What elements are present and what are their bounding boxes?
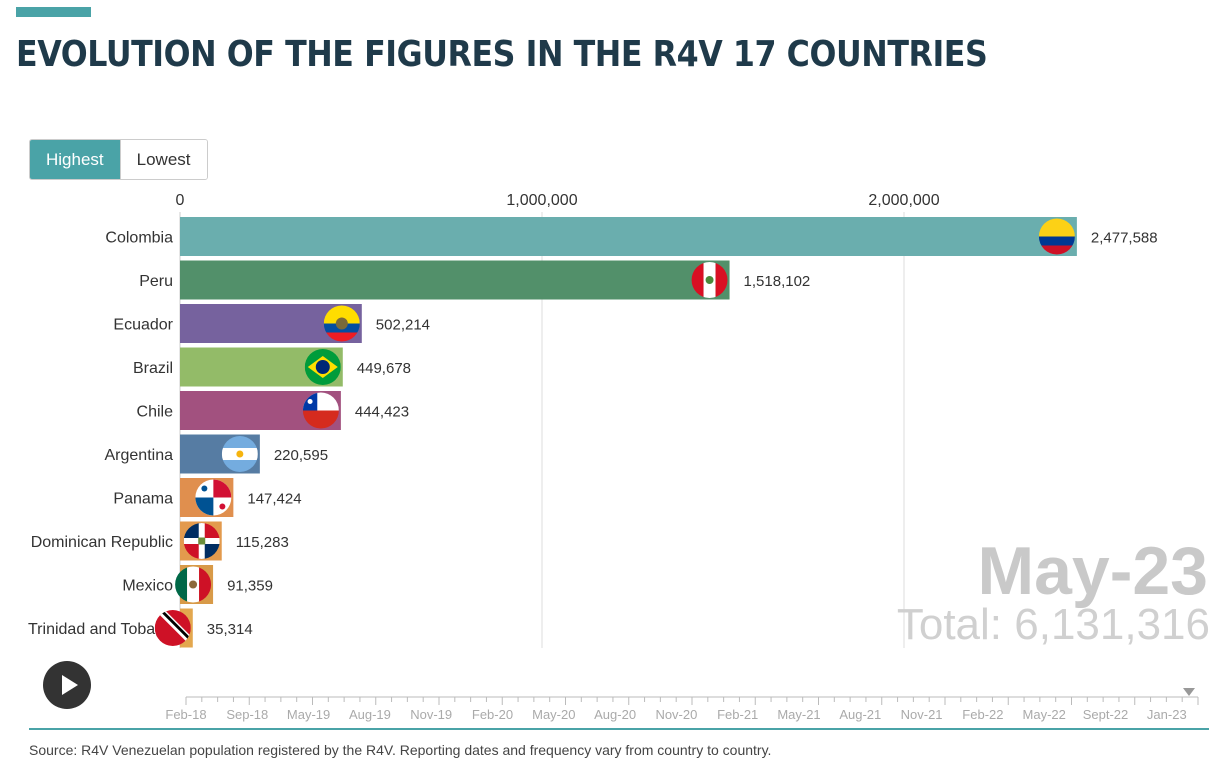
category-label: Ecuador [113, 317, 173, 334]
category-label: Brazil [133, 360, 173, 377]
x-tick-label: 0 [176, 192, 185, 209]
timeline-label: Feb-22 [962, 707, 1003, 722]
sort-toggle: Highest Lowest [29, 139, 208, 180]
chile-flag-icon [302, 392, 339, 429]
mexico-flag-icon [175, 566, 212, 603]
x-tick-label: 1,000,000 [506, 192, 577, 209]
value-label: 444,423 [355, 404, 409, 421]
value-label: 91,359 [227, 578, 273, 595]
timeline-label: Feb-18 [165, 707, 206, 722]
timeline-label: May-20 [532, 707, 575, 722]
category-label: Colombia [105, 230, 173, 247]
dominican-republic-flag-icon [183, 523, 220, 559]
value-label: 2,477,588 [1091, 230, 1158, 247]
ecuador-flag-icon [323, 305, 360, 342]
bar-row: Mexico 91,359 [122, 565, 273, 604]
timeline-label: Nov-20 [655, 707, 697, 722]
timeline-label: May-21 [777, 707, 820, 722]
play-button[interactable] [43, 661, 91, 709]
value-label: 1,518,102 [744, 273, 811, 290]
bottom-rule [29, 728, 1209, 730]
bar [180, 260, 730, 300]
value-label: 449,678 [357, 360, 411, 377]
bar-row: Peru 1,518,102 [139, 260, 811, 300]
timeline-position-marker[interactable] [1183, 688, 1195, 696]
timeline-label: Aug-19 [349, 707, 391, 722]
bar-row: Panama 147,424 [113, 478, 302, 517]
category-label: Panama [113, 491, 173, 508]
page-title: EVOLUTION OF THE FIGURES IN THE R4V 17 C… [16, 34, 988, 75]
x-tick-label: 2,000,000 [868, 192, 939, 209]
value-label: 502,214 [376, 317, 430, 334]
timeline-label: Aug-20 [594, 707, 636, 722]
total-label: Total: 6,131,316 [896, 600, 1210, 649]
bar-row: Chile 444,423 [137, 391, 409, 430]
category-label: Argentina [105, 447, 174, 464]
colombia-flag-icon [1038, 218, 1075, 255]
value-label: 220,595 [274, 447, 328, 464]
highest-button[interactable]: Highest [30, 140, 120, 179]
timeline-label: Feb-20 [472, 707, 513, 722]
peru-flag-icon [691, 262, 728, 298]
timeline-label: Sep-18 [226, 707, 268, 722]
timeline-label: Nov-19 [410, 707, 452, 722]
timeline-label: Jan-23 [1147, 707, 1187, 722]
timeline-label: Nov-21 [901, 707, 943, 722]
category-label: Mexico [122, 578, 173, 595]
timeline-label: Feb-21 [717, 707, 758, 722]
panama-flag-icon [195, 479, 232, 516]
value-label: 35,314 [207, 621, 253, 638]
source-note: Source: R4V Venezuelan population regist… [29, 742, 772, 758]
timeline-label: May-19 [287, 707, 330, 722]
category-label: Chile [137, 404, 174, 421]
brazil-flag-icon [304, 349, 341, 385]
bar-row: Colombia 2,477,588 [105, 217, 1158, 256]
value-label: 147,424 [247, 491, 301, 508]
category-label: Dominican Republic [31, 534, 173, 551]
bar [180, 217, 1077, 256]
bar-row: Dominican Republic 115,283 [31, 521, 289, 561]
current-period-label: May-23 [977, 533, 1208, 609]
category-label: Peru [139, 273, 173, 290]
timeline-label: Sept-22 [1083, 707, 1129, 722]
category-label: Trinidad and Tobago [28, 621, 173, 638]
bar-row: Ecuador 502,214 [113, 304, 430, 343]
argentina-flag-icon [221, 436, 258, 472]
timeline-label: Aug-21 [839, 707, 881, 722]
trinidad-and-tobago-flag-icon [154, 610, 191, 646]
lowest-button[interactable]: Lowest [119, 140, 207, 179]
play-icon [62, 675, 78, 695]
bar-row: Argentina 220,595 [105, 434, 328, 474]
timeline-label: May-22 [1023, 707, 1066, 722]
bar-row: Brazil 449,678 [133, 347, 411, 387]
value-label: 115,283 [236, 534, 289, 551]
bar-row: Trinidad and Tobago 35,314 [28, 608, 253, 648]
title-accent-bar [16, 7, 91, 17]
